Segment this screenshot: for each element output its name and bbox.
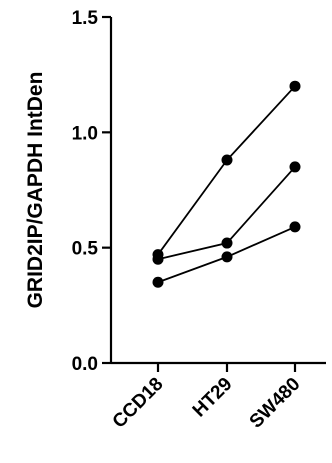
data-point	[221, 237, 233, 249]
y-axis: 0.0 0.5 1.0 1.5	[72, 8, 113, 375]
series-line	[157, 85, 296, 256]
data-point	[152, 276, 164, 288]
y-tick-label: 1.5	[72, 8, 99, 29]
x-axis: CCD18 HT29 SW480	[109, 361, 326, 433]
y-tick-label: 1.0	[72, 123, 98, 144]
x-tick-label: SW480	[246, 374, 305, 433]
x-tick-label: HT29	[189, 374, 237, 422]
data-point	[289, 80, 301, 92]
y-tick-label: 0.5	[72, 239, 99, 260]
data-point	[221, 154, 233, 166]
y-axis-title: GRID2IP/GAPDH IntDen	[24, 72, 47, 309]
x-tick-label: CCD18	[109, 374, 168, 433]
data-point	[152, 253, 164, 265]
y-tick-label: 0.0	[72, 354, 98, 375]
data-point	[221, 251, 233, 263]
data-point	[289, 221, 301, 233]
data-series	[152, 80, 301, 288]
data-point	[289, 161, 301, 173]
